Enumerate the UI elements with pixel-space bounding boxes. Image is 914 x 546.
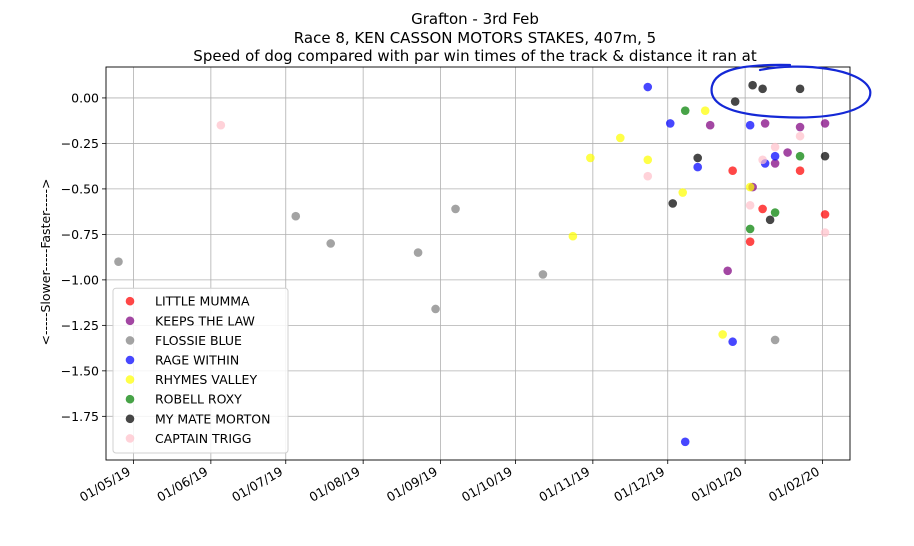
data-point-keeps-the-law xyxy=(723,266,732,276)
data-point-flossie-blue xyxy=(291,211,301,221)
y-tick-label: −0.25 xyxy=(61,136,99,151)
data-point-keeps-the-law xyxy=(820,119,830,128)
data-point-rhymes-valley xyxy=(700,106,710,115)
x-tick-label: 01/02/20 xyxy=(766,464,822,505)
data-point-my-mate-morton xyxy=(758,84,767,94)
legend-marker-rhymes-valley xyxy=(125,375,135,384)
data-point-my-mate-morton xyxy=(748,80,757,90)
data-point-rhymes-valley xyxy=(745,182,755,192)
data-point-captain-trigg xyxy=(795,131,805,141)
data-point-rage-within xyxy=(693,162,703,172)
data-point-captain-trigg xyxy=(745,200,755,210)
data-point-rage-within xyxy=(680,437,690,447)
data-point-flossie-blue xyxy=(326,239,335,248)
y-tick-label: −1.00 xyxy=(61,272,99,287)
legend-marker-flossie-blue xyxy=(125,336,135,345)
y-tick-label: −0.75 xyxy=(61,227,99,242)
legend-label-robell-roxy: ROBELL ROXY xyxy=(155,392,242,407)
chart-title-line-2: Race 8, KEN CASSON MOTORS STAKES, 407m, … xyxy=(294,29,656,47)
x-tick-label: 01/05/19 xyxy=(77,464,133,505)
y-tick-label: 0.00 xyxy=(71,90,99,105)
legend-label-my-mate-morton: MY MATE MORTON xyxy=(155,411,271,426)
chart-title-line-1: Grafton - 3rd Feb xyxy=(411,10,539,28)
data-point-rhymes-valley xyxy=(586,153,595,163)
legend-marker-rage-within xyxy=(125,355,135,365)
data-point-rage-within xyxy=(745,120,755,130)
data-point-my-mate-morton xyxy=(820,151,830,161)
data-point-flossie-blue xyxy=(538,270,548,279)
data-point-rhymes-valley xyxy=(616,133,625,143)
chart-title-line-3: Speed of dog compared with par win times… xyxy=(193,47,757,65)
data-point-keeps-the-law xyxy=(795,122,805,132)
data-point-robell-roxy xyxy=(795,151,805,161)
data-point-keeps-the-law xyxy=(783,148,792,157)
legend-marker-my-mate-morton xyxy=(125,414,135,424)
x-tick-label: 01/06/19 xyxy=(154,464,210,505)
y-tick-label: −1.25 xyxy=(61,318,99,333)
data-point-my-mate-morton xyxy=(693,153,703,163)
hand-drawn-annotation-circle xyxy=(710,63,872,119)
data-point-captain-trigg xyxy=(758,155,767,165)
data-point-rhymes-valley xyxy=(718,330,727,339)
data-point-flossie-blue xyxy=(770,335,780,345)
plot-frame xyxy=(105,66,851,461)
data-point-rage-within xyxy=(665,119,675,128)
data-points xyxy=(114,80,830,447)
data-point-rage-within xyxy=(643,82,653,92)
data-point-rage-within xyxy=(728,337,737,347)
legend-marker-little-mumma xyxy=(125,296,135,306)
data-point-robell-roxy xyxy=(770,208,780,217)
legend-box xyxy=(112,287,289,454)
x-tick-label: 01/07/19 xyxy=(229,464,285,505)
y-axis-label: <-----Slower-----Faster-----> xyxy=(38,178,53,345)
y-tick-label: −1.75 xyxy=(61,409,99,424)
data-point-little-mumma xyxy=(745,237,755,246)
data-point-rhymes-valley xyxy=(568,231,578,241)
legend-label-captain-trigg: CAPTAIN TRIGG xyxy=(155,431,251,446)
y-tick-label: −1.50 xyxy=(61,363,99,378)
data-point-captain-trigg xyxy=(643,171,653,181)
data-point-keeps-the-law xyxy=(705,120,715,130)
data-point-captain-trigg xyxy=(770,142,780,152)
data-point-robell-roxy xyxy=(680,106,690,115)
legend-marker-captain-trigg xyxy=(125,434,135,443)
data-point-rage-within xyxy=(770,151,780,161)
x-tick-label: 01/11/19 xyxy=(536,464,592,505)
data-point-keeps-the-law xyxy=(760,119,770,128)
data-point-flossie-blue xyxy=(114,257,123,266)
legend-marker-robell-roxy xyxy=(125,394,135,404)
data-point-little-mumma xyxy=(795,166,805,176)
x-tick-label: 01/08/19 xyxy=(307,464,363,505)
legend-label-flossie-blue: FLOSSIE BLUE xyxy=(155,333,242,348)
data-point-little-mumma xyxy=(728,166,737,176)
legend-label-rage-within: RAGE WITHIN xyxy=(155,353,239,368)
legend-label-keeps-the-law: KEEPS THE LAW xyxy=(155,313,255,328)
legend-label-rhymes-valley: RHYMES VALLEY xyxy=(155,372,257,387)
data-point-rhymes-valley xyxy=(643,155,653,165)
data-point-my-mate-morton xyxy=(668,199,678,208)
data-point-robell-roxy xyxy=(745,224,755,234)
y-tick-label: −0.50 xyxy=(61,181,99,196)
data-point-keeps-the-law xyxy=(770,159,780,168)
data-point-flossie-blue xyxy=(413,248,423,257)
x-tick-label: 01/09/19 xyxy=(384,464,440,505)
legend-marker-keeps-the-law xyxy=(125,316,135,326)
data-point-flossie-blue xyxy=(451,204,460,214)
data-point-rhymes-valley xyxy=(678,188,688,197)
data-point-my-mate-morton xyxy=(765,215,775,225)
legend-label-little-mumma: LITTLE MUMMA xyxy=(155,294,250,309)
x-tick-label: 01/12/19 xyxy=(611,464,667,505)
data-point-my-mate-morton xyxy=(795,84,805,94)
data-point-little-mumma xyxy=(820,210,830,219)
legend: LITTLE MUMMA KEEPS THE LAW FLOSSIE BLUE RAG… xyxy=(112,287,289,454)
data-point-flossie-blue xyxy=(431,304,440,314)
data-point-captain-trigg xyxy=(820,228,830,237)
x-tick-label: 01/01/20 xyxy=(689,464,745,505)
data-point-captain-trigg xyxy=(216,120,226,130)
data-point-my-mate-morton xyxy=(730,97,740,106)
x-tick-label: 01/10/19 xyxy=(459,464,515,505)
grid-lines xyxy=(106,67,850,460)
data-point-little-mumma xyxy=(758,204,767,214)
